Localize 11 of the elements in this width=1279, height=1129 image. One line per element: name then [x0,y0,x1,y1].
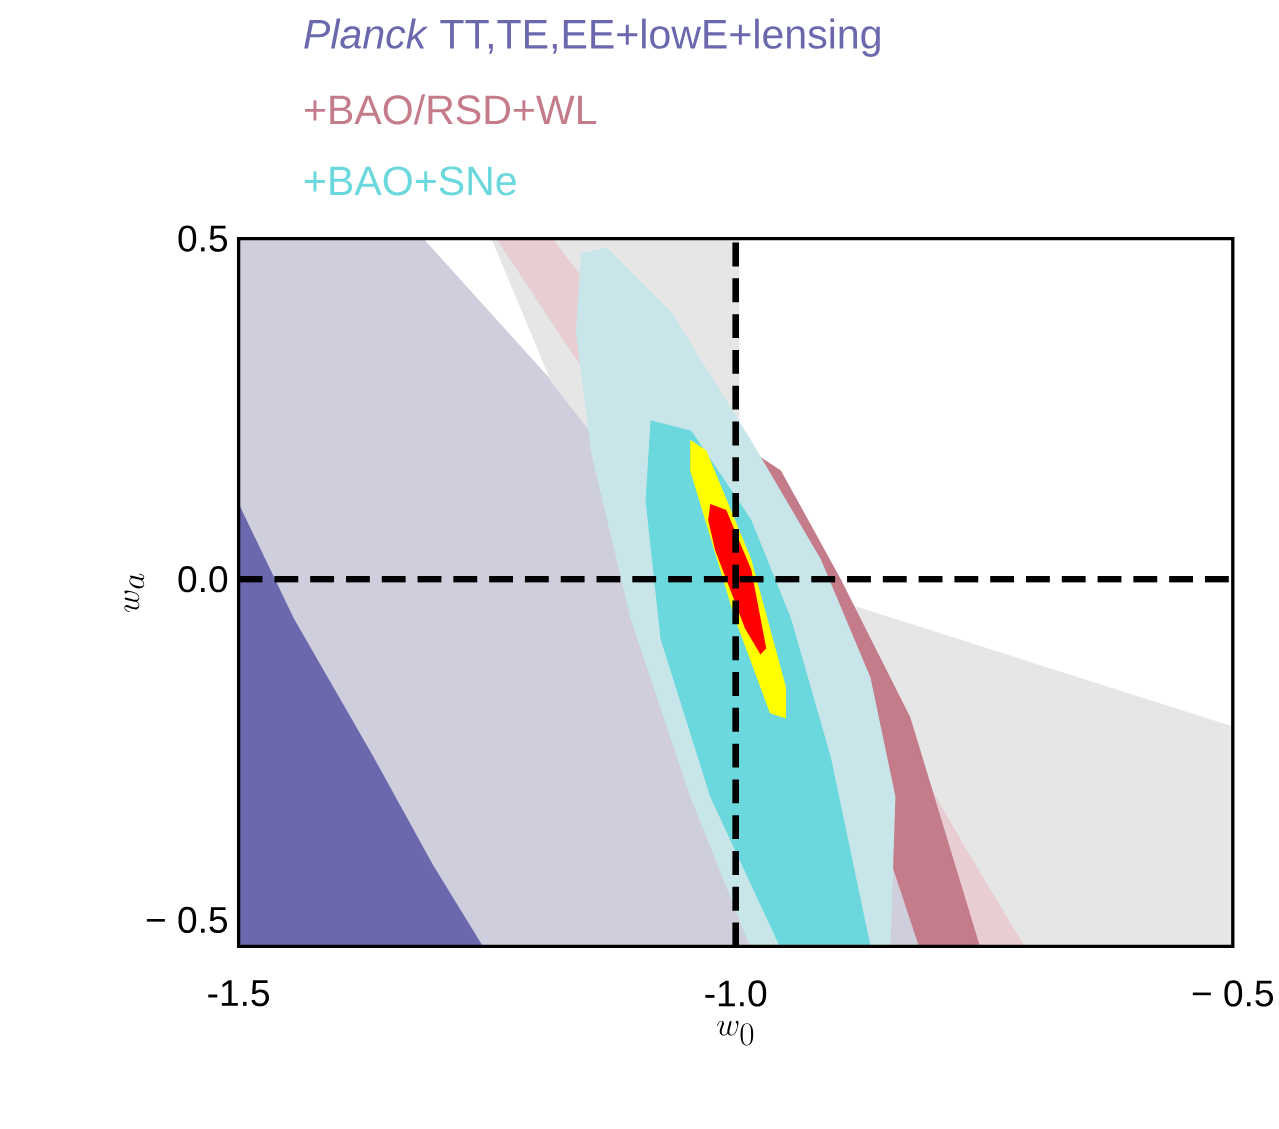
text: +BAO+SNe [304,166,516,196]
x-axis-title: $w_0$ [717,1020,754,1046]
x-tick-label: -1.5 [208,980,270,1007]
y-tick-label: 0.0 [178,565,228,593]
text: Planck TT,TE,EE+lowE+lensing [304,18,880,57]
x-tick-label: − 0.5 [1192,980,1273,1007]
y-axis-title: $w_a$ [124,573,145,612]
x-tick-label: -1.0 [705,980,767,1007]
y-tick-label: 0.5 [178,225,228,252]
text: +BAO/RSD+WL [304,94,597,125]
y-tick-label: − 0.5 [146,906,228,933]
